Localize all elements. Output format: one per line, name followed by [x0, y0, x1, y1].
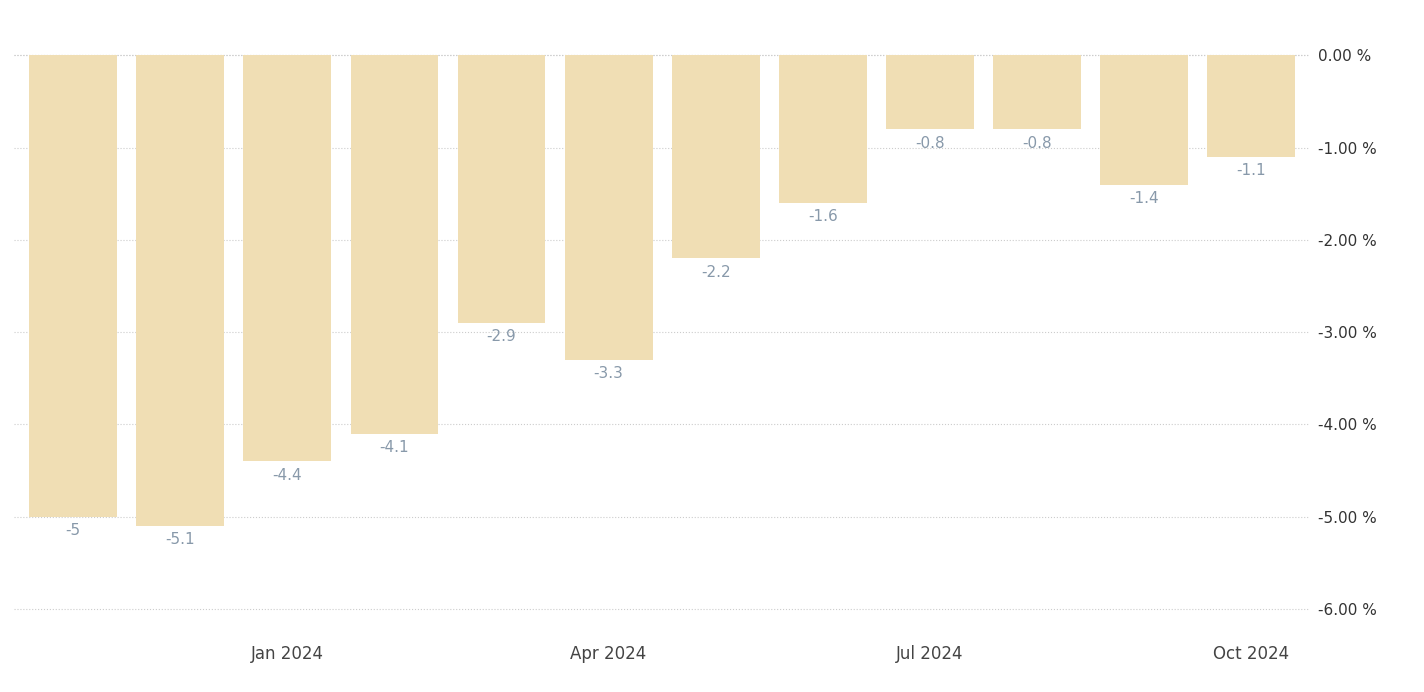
Text: -5.1: -5.1 — [165, 532, 195, 547]
Text: -5: -5 — [66, 523, 81, 538]
Bar — [1101, 55, 1188, 185]
Bar — [779, 55, 867, 203]
Text: -1.1: -1.1 — [1236, 163, 1266, 179]
Bar — [886, 55, 974, 129]
Text: -1.6: -1.6 — [807, 210, 837, 224]
Text: -2.2: -2.2 — [701, 265, 731, 280]
Text: -0.8: -0.8 — [916, 136, 944, 151]
Text: -3.3: -3.3 — [594, 366, 624, 381]
Bar — [350, 55, 439, 434]
Bar — [244, 55, 332, 462]
Bar — [672, 55, 759, 258]
Text: -2.9: -2.9 — [487, 329, 517, 345]
Text: -1.4: -1.4 — [1129, 191, 1159, 206]
Bar — [457, 55, 545, 323]
Bar — [993, 55, 1081, 129]
Bar — [1208, 55, 1294, 157]
Text: -4.4: -4.4 — [272, 468, 302, 483]
Bar — [137, 55, 224, 526]
Bar — [30, 55, 117, 517]
Text: -0.8: -0.8 — [1022, 136, 1052, 151]
Bar — [565, 55, 652, 360]
Text: -4.1: -4.1 — [380, 440, 409, 455]
